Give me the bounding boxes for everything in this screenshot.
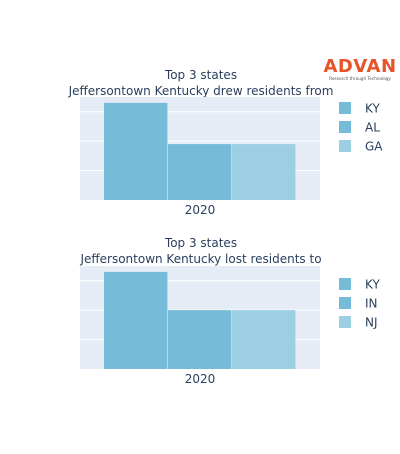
- bar-al[interactable]: [168, 144, 232, 200]
- legend-label: NJ: [365, 316, 378, 330]
- logo-tagline: Research through Technology: [329, 76, 391, 81]
- legend: KY IN NJ: [339, 278, 380, 330]
- legend-item-al[interactable]: AL: [339, 121, 380, 135]
- legend-swatch: [339, 316, 351, 328]
- legend-item-ga[interactable]: GA: [339, 140, 383, 154]
- legend-swatch: [339, 297, 351, 309]
- advan-logo: ADVAN Research through Technology: [323, 56, 396, 81]
- chart-title-line1: Top 3 states: [164, 236, 237, 250]
- legend-swatch: [339, 140, 351, 152]
- chart-title-line2: Jeffersontown Kentucky drew residents fr…: [68, 84, 334, 98]
- bar-ky[interactable]: [104, 271, 168, 369]
- bar-ky[interactable]: [104, 102, 168, 200]
- chart-title-line1: Top 3 states: [164, 68, 237, 82]
- bar-nj[interactable]: [232, 310, 296, 369]
- bars: [104, 271, 296, 369]
- bars: [104, 102, 296, 200]
- chart-lost-residents-to: Top 3 states Jeffersontown Kentucky lost…: [79, 236, 380, 386]
- legend: KY AL GA: [339, 102, 383, 154]
- legend-swatch: [339, 102, 351, 114]
- x-tick-label: 2020: [185, 372, 216, 386]
- legend-swatch: [339, 121, 351, 133]
- logo-brand: ADVAN: [323, 56, 396, 77]
- legend-item-ky[interactable]: KY: [339, 102, 380, 116]
- legend-swatch: [339, 278, 351, 290]
- legend-item-in[interactable]: IN: [339, 297, 378, 311]
- legend-label: GA: [365, 140, 383, 154]
- legend-label: IN: [365, 297, 378, 311]
- legend-label: AL: [365, 121, 380, 135]
- legend-item-nj[interactable]: NJ: [339, 316, 378, 330]
- bar-ga[interactable]: [232, 144, 296, 200]
- legend-label: KY: [365, 102, 380, 116]
- chart-drew-residents-from: Top 3 states Jeffersontown Kentucky drew…: [68, 68, 384, 217]
- chart-title-line2: Jeffersontown Kentucky lost residents to: [79, 252, 321, 266]
- x-tick-label: 2020: [185, 203, 216, 217]
- legend-label: KY: [365, 278, 380, 292]
- legend-item-ky[interactable]: KY: [339, 278, 380, 292]
- bar-in[interactable]: [168, 310, 232, 369]
